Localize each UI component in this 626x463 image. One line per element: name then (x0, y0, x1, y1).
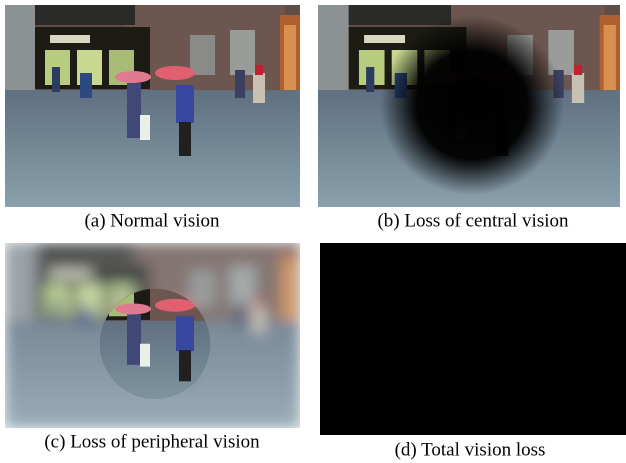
caption: (d) Total vision loss (395, 439, 546, 460)
caption: (c) Loss of peripheral vision (44, 431, 260, 452)
central-scotoma (380, 15, 564, 195)
panel-a: (a) Normal vision (5, 5, 300, 231)
black-image (320, 243, 626, 435)
panel-b: (b) Loss of central vision (318, 5, 620, 231)
street-image (5, 5, 300, 207)
caption: (a) Normal vision (84, 210, 220, 231)
caption: (b) Loss of central vision (377, 210, 569, 231)
street-image (5, 243, 300, 428)
panel-d: (d) Total vision loss (320, 243, 626, 460)
panel-c: (c) Loss of peripheral vision (5, 243, 300, 452)
